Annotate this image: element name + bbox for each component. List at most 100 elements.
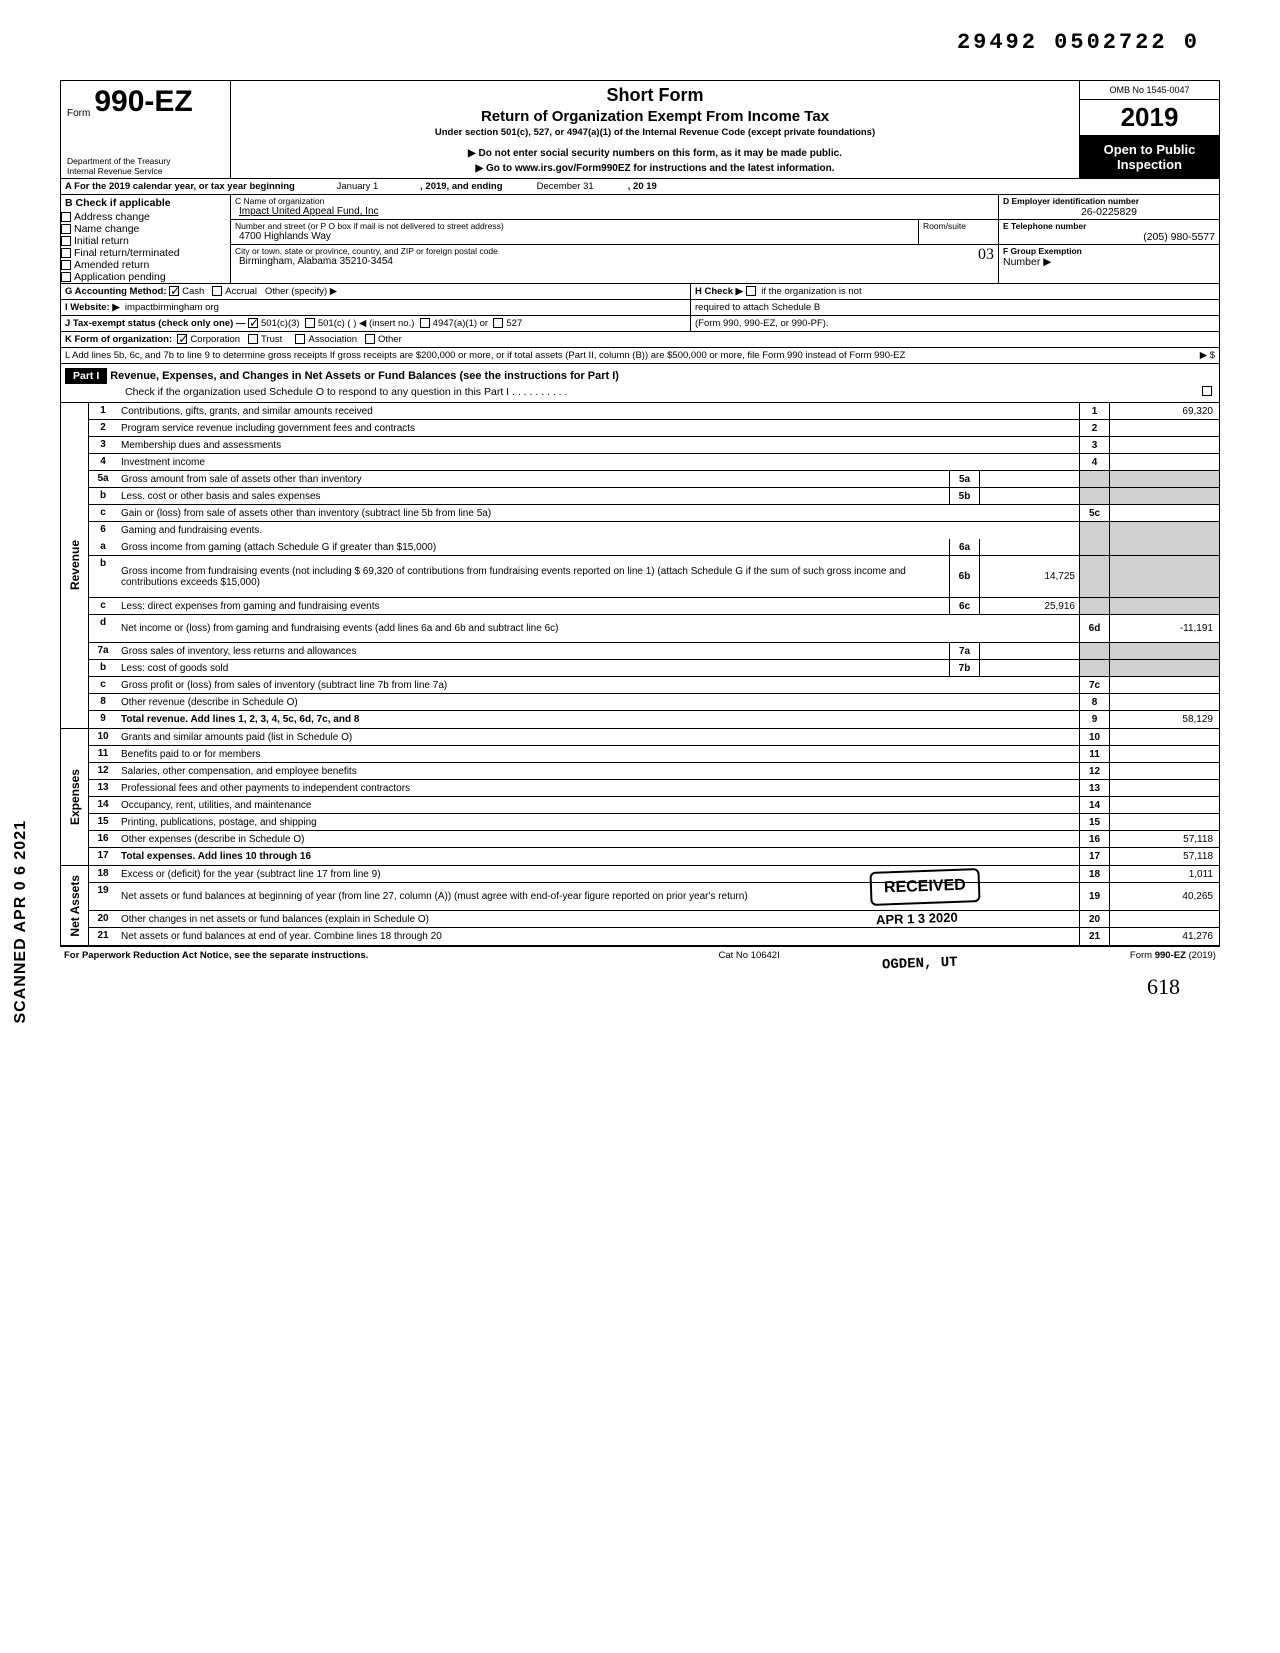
ln5b-desc: Less. cost or other basis and sales expe…: [117, 488, 949, 504]
expenses-section: Expenses 10Grants and similar amounts pa…: [61, 729, 1219, 866]
ln18-num: 18: [89, 866, 117, 882]
checkbox-cash[interactable]: [169, 286, 179, 296]
ln1-desc: Contributions, gifts, grants, and simila…: [117, 403, 1079, 419]
ln7a-shade: [1079, 643, 1109, 659]
ln16-desc: Other expenses (describe in Schedule O): [117, 831, 1079, 847]
ln2-box: 2: [1079, 420, 1109, 436]
checkbox-assoc[interactable]: [295, 334, 305, 344]
ln11-val: [1109, 746, 1219, 762]
b-item-1: Name change: [74, 223, 139, 235]
checkbox-4947[interactable]: [420, 318, 430, 328]
ln5a-ib: 5a: [949, 471, 979, 487]
ln3-val: [1109, 437, 1219, 453]
h-label: H Check ▶: [695, 286, 743, 297]
k-trust: Trust: [261, 334, 282, 345]
ln13-num: 13: [89, 780, 117, 796]
ln15-num: 15: [89, 814, 117, 830]
checkbox-initial-return[interactable]: [61, 236, 71, 246]
ln7c-desc: Gross profit or (loss) from sales of inv…: [117, 677, 1079, 693]
ln1-box: 1: [1079, 403, 1109, 419]
checkbox-corp[interactable]: [177, 334, 187, 344]
k-label: K Form of organization:: [65, 334, 172, 345]
ln7c-val: [1109, 677, 1219, 693]
handwritten-note: 618: [60, 964, 1220, 1000]
g-cash: Cash: [182, 286, 204, 297]
g-accrual: Accrual: [225, 286, 257, 297]
part1-header: Part I Revenue, Expenses, and Changes in…: [61, 364, 1219, 403]
checkbox-501c[interactable]: [305, 318, 315, 328]
ln6d-box: 6d: [1079, 615, 1109, 642]
checkbox-name-change[interactable]: [61, 224, 71, 234]
form-under: Under section 501(c), 527, or 4947(a)(1)…: [239, 127, 1071, 138]
ln12-box: 12: [1079, 763, 1109, 779]
ln16-num: 16: [89, 831, 117, 847]
form-title: Short Form: [239, 85, 1071, 106]
i-label: I Website: ▶: [65, 302, 120, 313]
ln6b-shade2: [1109, 556, 1219, 597]
ln13-val: [1109, 780, 1219, 796]
ln6d-desc: Net income or (loss) from gaming and fun…: [117, 615, 1079, 642]
h-text2: required to attach Schedule B: [691, 300, 1219, 315]
form-note1: ▶ Do not enter social security numbers o…: [239, 148, 1071, 159]
checkbox-accrual[interactable]: [212, 286, 222, 296]
ln7a-num: 7a: [89, 643, 117, 659]
checkbox-amended-return[interactable]: [61, 260, 71, 270]
c-city-label: City or town, state or province, country…: [235, 246, 914, 256]
ln17-val: 57,118: [1109, 848, 1219, 865]
ln8-box: 8: [1079, 694, 1109, 710]
checkbox-501c3[interactable]: [248, 318, 258, 328]
ln5c-val: [1109, 505, 1219, 521]
ln6d-num: d: [89, 615, 117, 642]
ln5a-shade2: [1109, 471, 1219, 487]
checkbox-trust[interactable]: [248, 334, 258, 344]
checkbox-application-pending[interactable]: [61, 272, 71, 282]
k-assoc: Association: [308, 334, 357, 345]
ln17-num: 17: [89, 848, 117, 865]
c-name: Impact United Appeal Fund, Inc: [235, 206, 994, 218]
ln15-box: 15: [1079, 814, 1109, 830]
ln6c-shade: [1079, 598, 1109, 614]
k-corp: Corporation: [190, 334, 240, 345]
checkbox-part1-scho[interactable]: [1202, 386, 1212, 396]
l-text: L Add lines 5b, 6c, and 7b to line 9 to …: [65, 350, 905, 361]
ln21-val: 41,276: [1109, 928, 1219, 945]
revenue-label: Revenue: [68, 540, 82, 590]
part1-check: Check if the organization used Schedule …: [125, 386, 567, 398]
ln8-num: 8: [89, 694, 117, 710]
row-i: I Website: ▶ impactbirmingham org requir…: [61, 300, 1219, 316]
footer-right: Form 990-EZ (2019): [1130, 950, 1216, 961]
form-header: Form 990-EZ Department of the Treasury I…: [61, 81, 1219, 179]
checkbox-address-change[interactable]: [61, 212, 71, 222]
block-b-label: B Check if applicable: [61, 195, 230, 211]
ln13-box: 13: [1079, 780, 1109, 796]
c-city: Birmingham, Alabama 35210-3454: [235, 256, 914, 268]
b-item-5: Application pending: [74, 271, 166, 283]
ln5c-desc: Gain or (loss) from sale of assets other…: [117, 505, 1079, 521]
ln5b-iv: [979, 488, 1079, 504]
ln18-val: 1,011: [1109, 866, 1219, 882]
checkbox-other-org[interactable]: [365, 334, 375, 344]
ln5a-num: 5a: [89, 471, 117, 487]
ln5a-iv: [979, 471, 1079, 487]
ln3-desc: Membership dues and assessments: [117, 437, 1079, 453]
j-opt1: 501(c)(3): [261, 318, 300, 329]
open-line1: Open to Public: [1082, 142, 1217, 157]
row-g-h: G Accounting Method: Cash Accrual Other …: [61, 284, 1219, 300]
open-public: Open to Public Inspection: [1080, 136, 1219, 178]
org-info-block: B Check if applicable Address change Nam…: [61, 195, 1219, 284]
expenses-label: Expenses: [68, 769, 82, 825]
ln2-desc: Program service revenue including govern…: [117, 420, 1079, 436]
netassets-section: Net Assets 18Excess or (deficit) for the…: [61, 866, 1219, 946]
c-room-label: Room/suite: [923, 221, 994, 231]
ln12-val: [1109, 763, 1219, 779]
h-text3: (Form 990, 990-EZ, or 990-PF).: [691, 316, 1219, 331]
checkbox-final-return[interactable]: [61, 248, 71, 258]
ln17-box: 17: [1079, 848, 1109, 865]
ln20-num: 20: [89, 911, 117, 927]
ln5b-ib: 5b: [949, 488, 979, 504]
checkbox-527[interactable]: [493, 318, 503, 328]
ln6c-shade2: [1109, 598, 1219, 614]
row-a-begin: January 1: [298, 181, 418, 192]
checkbox-h[interactable]: [746, 286, 756, 296]
ln11-box: 11: [1079, 746, 1109, 762]
